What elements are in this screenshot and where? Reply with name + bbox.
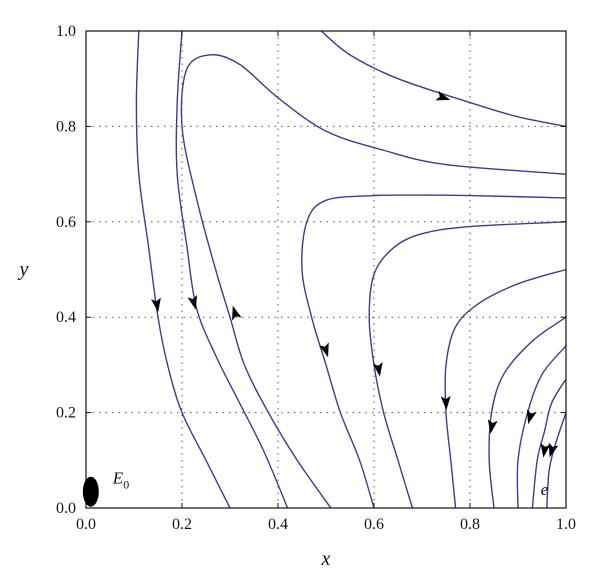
y-tick-label: 0.0 xyxy=(56,500,76,517)
x-axis-label: x xyxy=(321,548,331,570)
trajectory-arrow-7 xyxy=(440,395,451,411)
x-tick-label: 0.4 xyxy=(268,516,288,533)
trajectory-curve-10 xyxy=(531,378,567,509)
y-tick-label: 0.4 xyxy=(56,309,76,326)
x-tick-label: 0.8 xyxy=(460,516,480,533)
trajectory-arrow-9 xyxy=(527,409,537,425)
trajectory-arrow-4 xyxy=(435,90,451,101)
trajectory-arrow-8 xyxy=(487,419,498,434)
x-tick-label: 0.2 xyxy=(172,516,192,533)
y-tick-label: 0.8 xyxy=(56,118,76,135)
e0-annotation: E0 xyxy=(112,469,129,492)
trajectory-arrow-11 xyxy=(548,442,559,458)
trajectory-curve-1 xyxy=(135,30,231,509)
tick-layer: 0.0 0.2 0.4 0.6 0.8 1.0 0.0 0.2 0.4 0.6 0.8 1.0 xyxy=(56,23,576,533)
x-tick-label: 0.0 xyxy=(76,516,96,533)
trajectory-curve-5 xyxy=(301,194,567,509)
arrow-layer xyxy=(150,90,559,458)
trajectory-arrow-3 xyxy=(232,305,242,321)
y-axis-label: y xyxy=(18,259,29,281)
trajectory-layer xyxy=(135,30,567,509)
plot-frame xyxy=(85,30,567,509)
trajectory-curve-8 xyxy=(488,316,567,509)
x-tick-label: 0.6 xyxy=(364,516,384,533)
trajectory-arrow-1 xyxy=(150,297,161,313)
trajectory-curve-11 xyxy=(546,412,567,509)
equilibrium-e0-marker xyxy=(82,476,99,507)
y-tick-label: 0.2 xyxy=(56,405,76,422)
e-annotation: e xyxy=(541,480,549,499)
trajectory-arrow-5 xyxy=(319,342,329,358)
x-tick-label: 1.0 xyxy=(556,516,576,533)
trajectory-arrow-10 xyxy=(540,443,551,458)
trajectory-curve-6 xyxy=(368,221,567,509)
y-tick-label: 1.0 xyxy=(56,23,76,40)
trajectory-curve-7 xyxy=(444,268,567,509)
trajectory-curve-4 xyxy=(320,30,567,128)
y-tick-label: 0.6 xyxy=(56,214,76,231)
trajectory-arrow-6 xyxy=(372,362,383,377)
grid-lines xyxy=(86,31,566,508)
trajectory-curve-3 xyxy=(180,54,567,509)
trajectory-arrow-2 xyxy=(187,294,198,310)
